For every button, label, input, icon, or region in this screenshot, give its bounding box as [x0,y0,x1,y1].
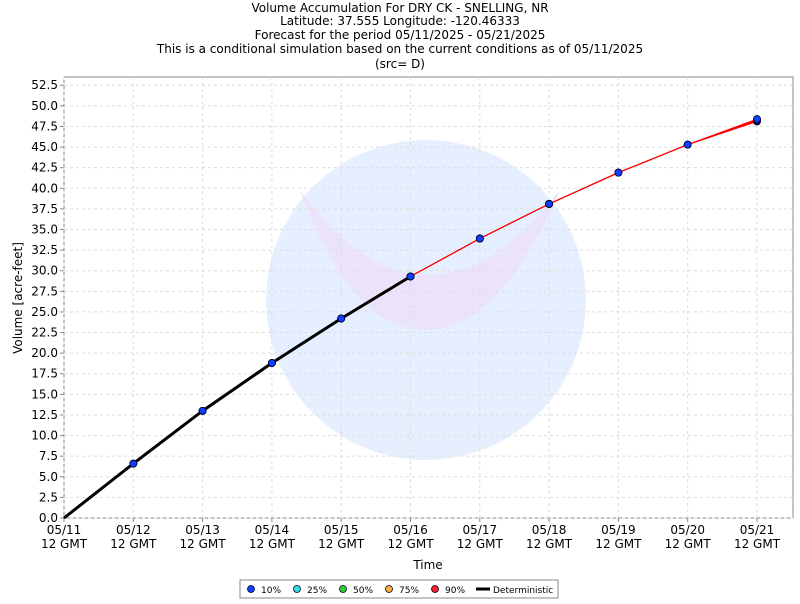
legend-marker [431,585,439,593]
y-axis-label: Volume [acre-feet] [11,242,25,354]
x-tick-label: 12 GMT [110,537,157,551]
y-tick-label: 15.0 [31,387,58,401]
legend-box [239,579,559,599]
subtitle: Forecast for the period 05/11/2025 - 05/… [255,28,546,42]
y-tick-label: 12.5 [31,408,58,422]
y-tick-label: 20.0 [31,346,58,360]
y-tick-label: 37.5 [31,202,58,216]
y-tick-label: 22.5 [31,326,58,340]
x-tick-label: 12 GMT [457,537,504,551]
x-tick-label: 05/17 [463,523,498,537]
series-line [63,275,412,520]
data-point [337,314,346,323]
data-point [545,200,553,208]
x-tick-label: 05/19 [601,523,636,537]
x-tick-label: 12 GMT [180,537,227,551]
y-tick-label: 7.5 [39,449,58,463]
subtitle: This is a conditional simulation based o… [156,42,643,56]
legend-label: 10% [261,586,281,596]
y-tick-label: 27.5 [31,284,58,298]
watermark-bird [300,190,560,330]
data-point [475,234,484,243]
x-tick-label: 05/16 [393,523,428,537]
y-tick-label: 35.0 [31,222,58,236]
y-tick-label: 10.0 [31,429,58,443]
x-tick-label: 12 GMT [318,537,365,551]
x-tick-label: 05/11 [47,523,82,537]
x-tick-label: 12 GMT [734,537,781,551]
watermark [266,140,586,460]
data-point [129,459,138,468]
y-tick-label: 42.5 [31,161,58,175]
data-point [614,168,623,177]
x-tick-label: 12 GMT [665,537,712,551]
data-point [683,140,692,149]
legend-marker [247,585,255,593]
y-tick-label: 52.5 [31,78,58,92]
y-tick-label: 2.5 [39,490,58,504]
y-tick-label: 17.5 [31,367,58,381]
x-tick-label: 05/15 [324,523,359,537]
subtitle: (src= D) [375,57,425,71]
y-tick-label: 45.0 [31,140,58,154]
y-tick-label: 32.5 [31,243,58,257]
x-tick-label: 05/14 [255,523,290,537]
x-tick-label: 12 GMT [249,537,296,551]
x-tick-label: 12 GMT [595,537,642,551]
legend-label: Deterministic [493,586,553,596]
y-tick-label: 47.5 [31,119,58,133]
x-tick-label: 12 GMT [41,537,88,551]
data-point [753,115,761,123]
data-point [267,359,276,367]
x-tick-label: 05/20 [670,523,705,537]
x-tick-label: 05/21 [740,523,775,537]
data-point [406,272,415,281]
data-point [198,406,207,415]
x-tick-label: 05/13 [185,523,220,537]
legend-marker [385,585,393,593]
x-tick-label: 05/18 [532,523,567,537]
y-tick-label: 25.0 [31,305,58,319]
y-tick-label: 0.0 [39,511,58,525]
subtitle: Latitude: 37.555 Longitude: -120.46333 [280,14,520,28]
chart-title: Volume Accumulation For DRY CK - SNELLIN… [251,1,548,15]
y-tick-label: 40.0 [31,181,58,195]
legend-marker [339,585,347,593]
legend-label: 90% [445,586,465,596]
x-tick-label: 12 GMT [387,537,434,551]
legend: 10% 25% 50% 75% 90% Deterministic [239,579,559,599]
x-tick-label: 12 GMT [526,537,573,551]
y-tick-label: 50.0 [31,99,58,113]
x-tick-label: 05/12 [116,523,151,537]
legend-label: 25% [307,586,327,596]
legend-marker [293,585,301,593]
y-tick-label: 5.0 [39,470,58,484]
x-axis-label: Time [412,558,442,572]
legend-label: 50% [353,586,373,596]
y-tick-label: 30.0 [31,264,58,278]
legend-label: 75% [399,586,419,596]
plot-frame [63,76,794,519]
